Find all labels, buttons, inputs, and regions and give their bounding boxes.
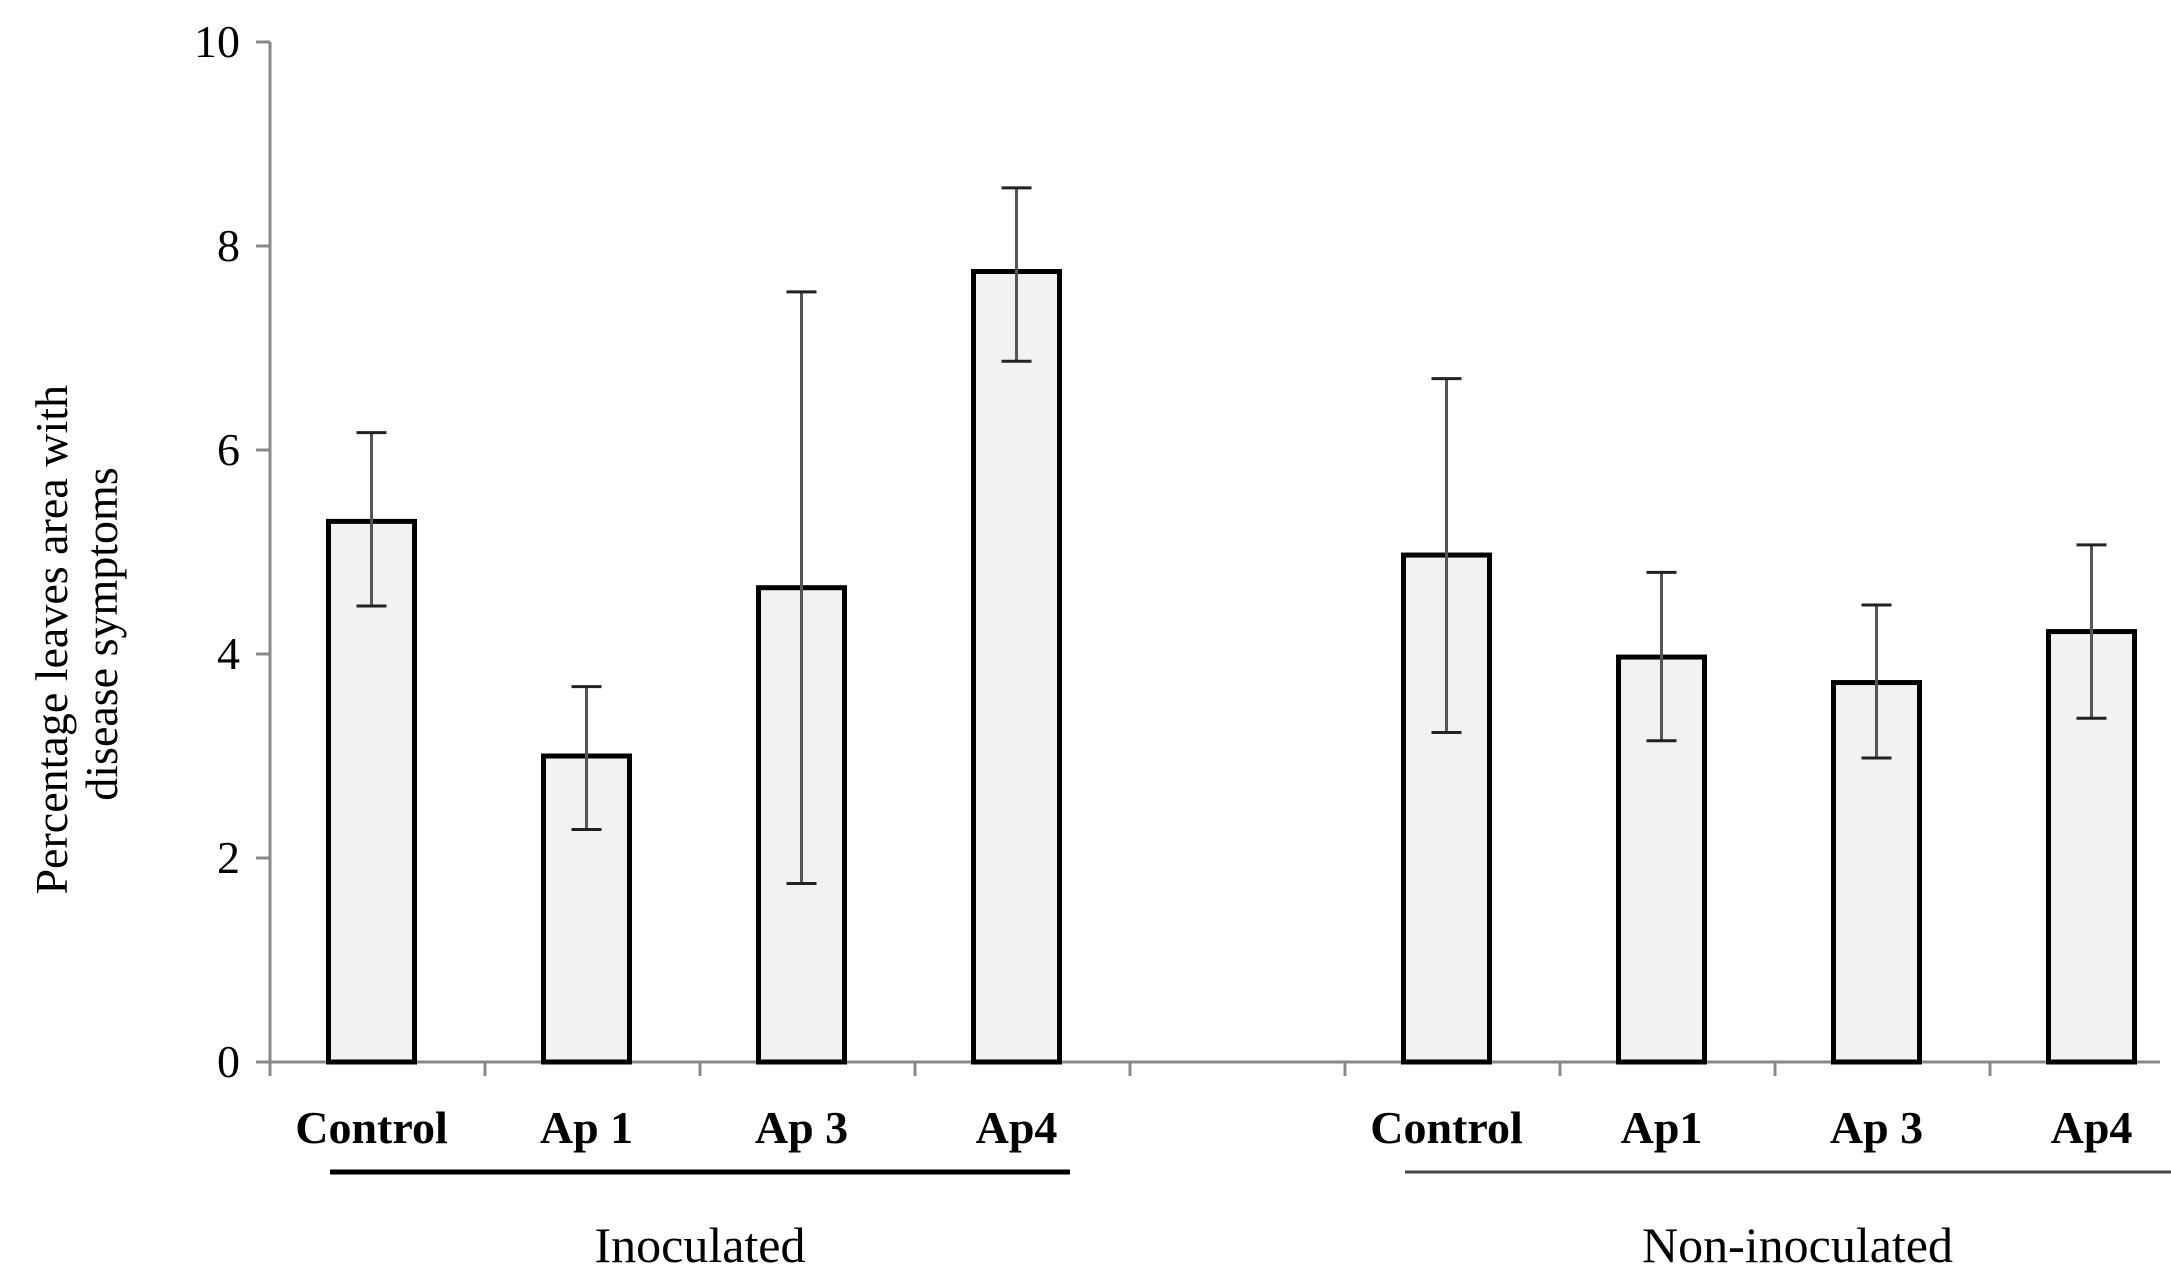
y-axis-ticks: 0 2 4 6 8 10 (194, 16, 270, 1087)
bar (541, 753, 632, 1065)
category-label: Ap 3 (755, 1102, 848, 1153)
bar (971, 269, 1062, 1065)
category-label: Ap4 (976, 1102, 1058, 1153)
y-axis-title-line-1: Percentage leaves area with (26, 385, 77, 895)
y-tick-label: 10 (194, 16, 240, 67)
bar (326, 518, 417, 1065)
x-axis-ticks (268, 1062, 1992, 1076)
category-label: Ap 1 (540, 1102, 633, 1153)
category-label: Control (1370, 1102, 1523, 1153)
y-axis-title-line-2: disease symptoms (76, 467, 127, 800)
group-labels: Inoculated Non-inoculated (330, 1169, 2171, 1273)
category-label: Ap 3 (1830, 1102, 1923, 1153)
category-labels: Control Ap 1 Ap 3 Ap4 Control Ap1 Ap 3 Ap4 (295, 1102, 2132, 1153)
bars-layer (326, 269, 2137, 1065)
y-tick-label: 2 (217, 832, 240, 883)
y-tick-label: 4 (217, 628, 240, 679)
y-tick-label: 8 (217, 220, 240, 271)
error-bars-layer (356, 186, 2107, 885)
y-tick-label: 0 (217, 1036, 240, 1087)
y-axis-title: Percentage leaves area with disease symp… (26, 373, 127, 894)
category-label: Control (295, 1102, 448, 1153)
y-tick-label: 6 (217, 424, 240, 475)
category-label: Ap1 (1621, 1102, 1703, 1153)
group-label: Non-inoculated (1642, 1217, 1953, 1273)
group-label: Inoculated (594, 1217, 805, 1273)
category-label: Ap4 (2051, 1102, 2133, 1153)
